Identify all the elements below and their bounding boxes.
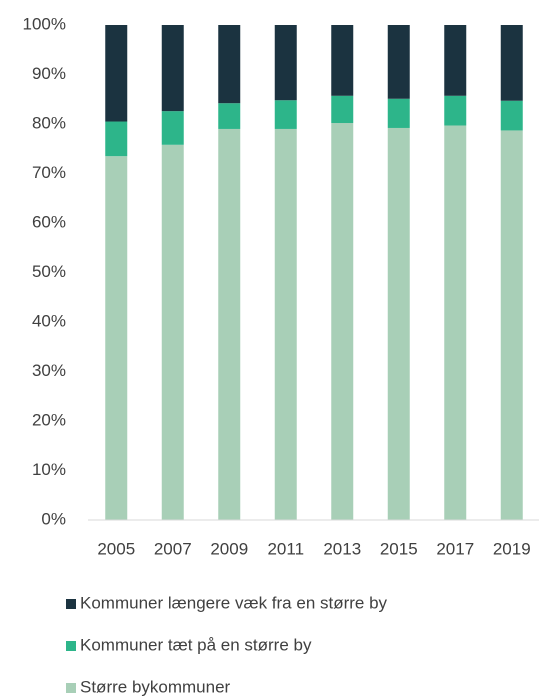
y-tick-label: 100%	[23, 14, 66, 33]
bar-segment	[218, 128, 241, 520]
bar-segment	[218, 25, 241, 104]
legend-label: Kommuner tæt på en større by	[80, 635, 312, 654]
x-tick-label: 2015	[380, 539, 418, 558]
y-tick-label: 60%	[32, 212, 66, 231]
bar-segment	[161, 111, 184, 145]
y-tick-label: 40%	[32, 311, 66, 330]
y-tick-label: 0%	[41, 509, 66, 528]
x-tick-label: 2017	[436, 539, 474, 558]
bar-segment	[500, 100, 523, 131]
bar-segment	[161, 144, 184, 521]
y-tick-label: 10%	[32, 460, 66, 479]
bar-segment	[161, 25, 184, 112]
legend-swatch	[66, 641, 76, 651]
bar-segment	[274, 100, 297, 129]
bar-segment	[387, 98, 410, 128]
y-tick-label: 70%	[32, 163, 66, 182]
y-tick-label: 30%	[32, 361, 66, 380]
bar-segment	[331, 95, 354, 124]
x-tick-label: 2013	[323, 539, 361, 558]
bar-segment	[444, 125, 467, 521]
bar-segment	[105, 156, 128, 521]
x-tick-label: 2009	[210, 539, 248, 558]
legend-label: Kommuner længere væk fra en større by	[80, 593, 388, 612]
legend-swatch	[66, 599, 76, 609]
y-tick-label: 90%	[32, 64, 66, 83]
bar-segment	[444, 95, 467, 126]
bar-segment	[331, 123, 354, 520]
bar-segment	[218, 103, 241, 129]
bar-segment	[274, 25, 297, 101]
bar-segment	[500, 130, 523, 520]
bar-segment	[105, 25, 128, 122]
bar-segment	[444, 25, 467, 96]
y-tick-label: 80%	[32, 113, 66, 132]
y-tick-label: 50%	[32, 262, 66, 281]
x-tick-label: 2019	[493, 539, 531, 558]
legend-label: Større bykommuner	[80, 677, 231, 696]
legend-swatch	[66, 683, 76, 693]
bar-segment	[500, 25, 523, 101]
bar-segment	[331, 25, 354, 96]
bar-segment	[387, 25, 410, 99]
x-tick-label: 2005	[97, 539, 135, 558]
bar-segment	[105, 121, 128, 157]
x-tick-label: 2007	[154, 539, 192, 558]
x-tick-label: 2011	[267, 539, 304, 558]
bar-segment	[387, 127, 410, 521]
bar-segment	[274, 128, 297, 520]
y-tick-label: 20%	[32, 410, 66, 429]
